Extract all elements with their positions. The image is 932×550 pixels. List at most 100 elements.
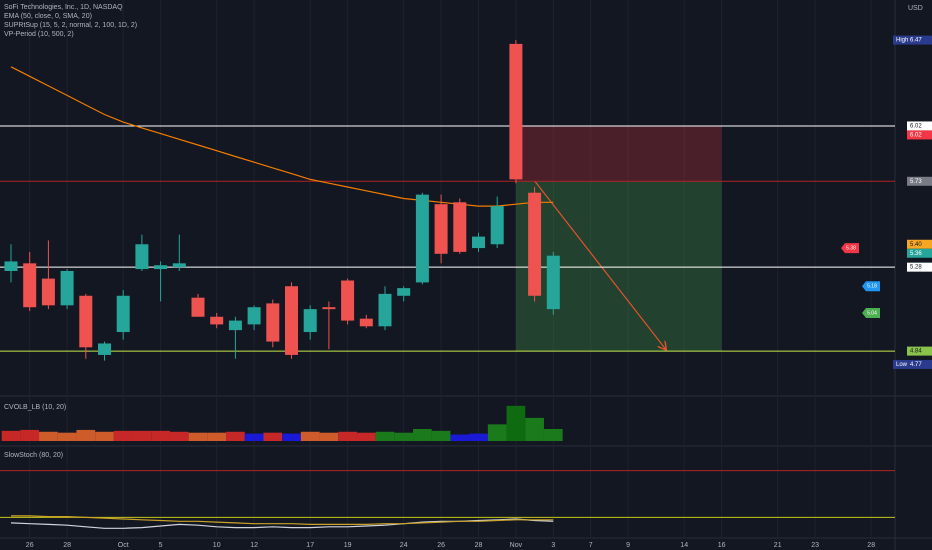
candle-body: [509, 43, 523, 180]
x-tick-label: 24: [400, 542, 408, 549]
x-tick-label: 21: [774, 542, 782, 549]
volume-bar: [450, 434, 470, 442]
candle-body: [79, 295, 93, 348]
x-tick-label: 7: [589, 542, 593, 549]
candle-body: [285, 286, 298, 355]
volume-bar: [57, 432, 77, 442]
candle-body: [135, 244, 149, 270]
stop-zone: [515, 125, 722, 182]
candle-body: [528, 192, 542, 296]
candle-body: [453, 202, 467, 252]
level-label-box: [907, 262, 932, 272]
level-label-box: [893, 35, 932, 45]
x-tick-label: 26: [26, 542, 34, 549]
level-tag: High: [896, 38, 908, 44]
x-tick-label: 9: [626, 542, 630, 549]
level-label-box: [893, 359, 932, 369]
marker-label: 5.04: [867, 310, 877, 316]
volume-bar: [76, 429, 96, 442]
volume-bar: [169, 431, 189, 442]
price-marker: [862, 307, 880, 318]
x-tick-label: 28: [867, 542, 875, 549]
level-label: 5.36: [910, 251, 922, 257]
x-tick-label: 23: [811, 542, 819, 549]
volume-bar: [1, 430, 21, 442]
level-tag: Low: [896, 362, 908, 368]
candle-body: [322, 307, 336, 310]
x-tick-label: 17: [306, 542, 314, 549]
x-tick-label: 12: [250, 542, 258, 549]
volume-bar: [487, 424, 507, 442]
candle-body: [415, 194, 429, 283]
level-label-box: [907, 248, 932, 258]
x-tick-label: 5: [159, 542, 163, 549]
level-label: 4.84: [910, 349, 922, 355]
volume-bar: [39, 431, 58, 442]
candle-body: [397, 288, 411, 296]
level-label-box: [907, 121, 932, 131]
price-marker: [841, 243, 859, 254]
price-marker: [862, 281, 880, 292]
candle-body: [172, 263, 186, 268]
volume-bar: [207, 432, 227, 442]
level-label-box: [907, 239, 932, 249]
candle-body: [60, 270, 74, 306]
x-tick-label: 3: [551, 542, 555, 549]
chart-title: SoFi Technologies, Inc., 1D, NASDAQ: [4, 4, 123, 11]
candle-body: [98, 343, 111, 355]
candle-body: [116, 295, 130, 333]
volume-bar: [244, 433, 264, 442]
x-tick-label: 10: [213, 542, 221, 549]
level-label: 5.28: [910, 265, 922, 271]
level-label: 4.77: [910, 362, 922, 368]
level-label: 6.02: [910, 124, 922, 130]
indicator-legend: EMA (50, close, 0, SMA, 20): [4, 13, 92, 20]
candle-body: [303, 309, 317, 333]
candle-body: [247, 307, 261, 325]
candle-body: [210, 316, 224, 325]
pane-title: SlowStoch (80, 20): [4, 452, 63, 459]
level-label: 6.02: [910, 133, 922, 139]
volume-bar: [20, 429, 40, 442]
candle-body: [4, 261, 18, 271]
x-tick-label: 28: [63, 542, 71, 549]
candle-body: [359, 318, 373, 327]
volume-bar: [525, 417, 544, 442]
indicator-legend: SUPRtSup (15, 5, 2, normal, 2, 100, 1D, …: [4, 22, 137, 29]
volume-bar: [113, 430, 133, 442]
candle-body: [266, 303, 280, 342]
candle-body: [41, 278, 55, 306]
labels: 26 28 Oct 5 10 12 17 19 24 26 28 Nov 3 7 9 14 16 21 23 28 5.…: [26, 35, 932, 549]
candle-body: [191, 297, 205, 317]
volume-bar: [151, 430, 170, 442]
candle-body: [378, 293, 392, 327]
x-tick-label: Oct: [118, 542, 129, 549]
x-tick-label: 14: [680, 542, 688, 549]
candle-body: [472, 236, 485, 249]
candle-body: [228, 320, 242, 331]
volume-bar: [300, 431, 320, 442]
candle-body: [546, 255, 560, 310]
x-tick-label: 26: [437, 542, 445, 549]
candle-body: [23, 263, 37, 308]
volume-bar: [413, 428, 432, 442]
target-zone: [515, 181, 722, 352]
volume-bar: [319, 432, 339, 442]
volume-bar: [375, 431, 395, 442]
volume-bar: [188, 432, 208, 442]
level-label: 5.73: [910, 179, 922, 185]
plot: [0, 40, 895, 529]
candle-body: [490, 206, 504, 245]
level-label-box: [907, 346, 932, 356]
volume-bar: [469, 433, 488, 442]
x-tick-label: 16: [718, 542, 726, 549]
level-label-box: [907, 176, 932, 186]
volume-bar: [338, 431, 357, 442]
level-label-box: [907, 130, 932, 140]
marker-label: 5.38: [846, 245, 856, 251]
volume-bar: [282, 433, 301, 442]
stoch-line: [11, 515, 554, 525]
candle-body: [154, 265, 168, 270]
